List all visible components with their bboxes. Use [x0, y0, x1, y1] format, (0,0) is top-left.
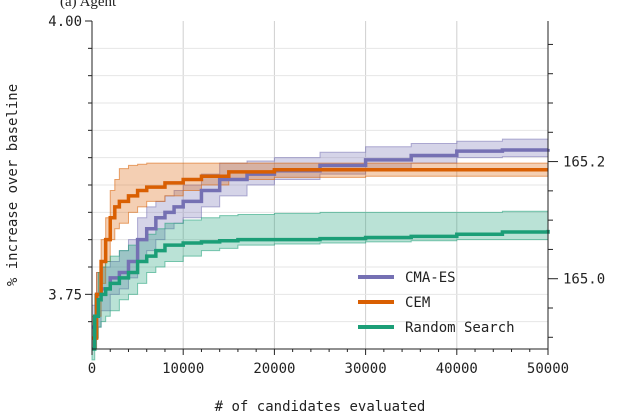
legend-label-cma-es: CMA-ES — [405, 270, 456, 286]
series-line-cem — [92, 167, 548, 340]
x-tick-label-5: 50000 — [527, 361, 569, 377]
y2-tick-label-0: 165.0 — [563, 272, 605, 288]
x-tick-label-3: 30000 — [345, 361, 387, 377]
y2-tick-label-1: 165.2 — [563, 155, 605, 171]
legend-label-random-search: Random Search — [405, 320, 515, 336]
legend-label-cem: CEM — [405, 295, 430, 311]
series-line-random-search — [92, 229, 550, 351]
y-tick-label-0: 3.75 — [48, 287, 82, 303]
x-tick-label-0: 0 — [88, 361, 96, 377]
x-axis-label: # of candidates evaluated — [215, 399, 426, 414]
y-axis-label: % increase over baseline — [5, 84, 21, 286]
x-tick-label-1: 10000 — [162, 361, 204, 377]
band-cem — [91, 162, 549, 350]
x-tick-label-4: 40000 — [436, 361, 478, 377]
y-tick-label-1: 4.00 — [48, 14, 82, 30]
chart-caption: (a) Agent — [60, 0, 117, 10]
x-tick-label-2: 20000 — [253, 361, 295, 377]
band-random-search — [91, 210, 549, 361]
